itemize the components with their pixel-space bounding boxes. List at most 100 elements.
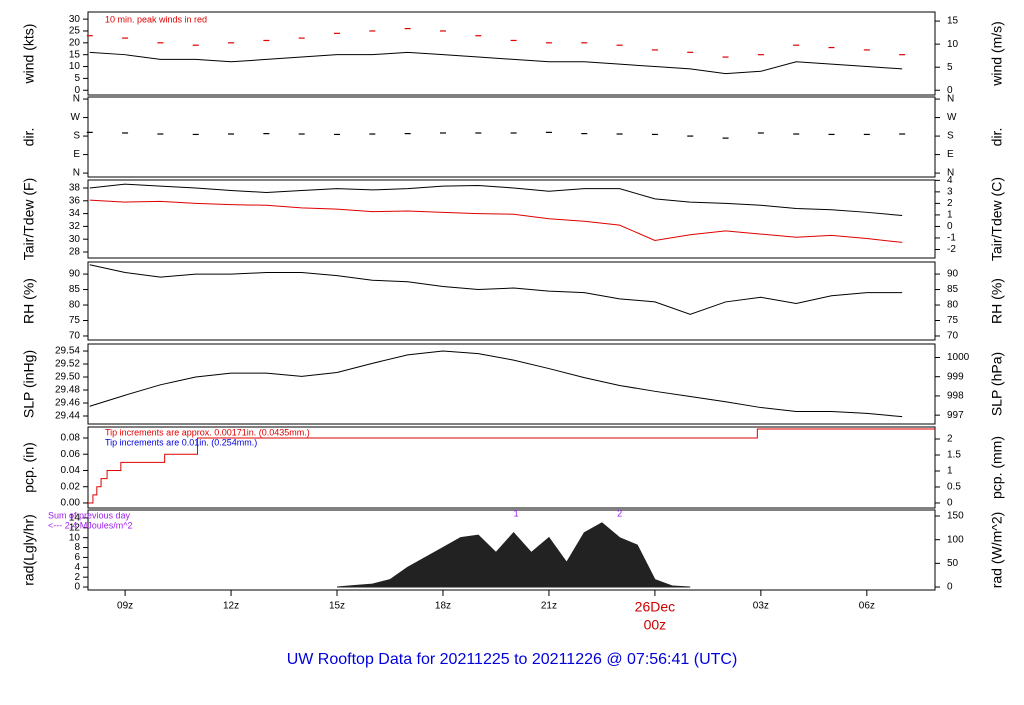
y-tick-label: 6	[74, 552, 80, 563]
y-tick-label: 15	[69, 49, 81, 60]
y2-tick-label: 70	[947, 331, 959, 342]
y-tick-label: W	[71, 112, 81, 123]
y-tick-label: 12	[69, 522, 81, 533]
y2-tick-label: N	[947, 94, 954, 105]
annotation: Tip increments are approx. 0.00171in. (0…	[105, 427, 310, 437]
y-tick-label: 0.08	[61, 433, 81, 444]
marker-label: 2	[617, 508, 622, 518]
y-tick-label: 20	[69, 37, 81, 48]
y-tick-label: 38	[69, 183, 81, 194]
y-tick-label: 0	[74, 582, 80, 593]
y2-tick-label: 997	[947, 410, 964, 421]
y-tick-label: 14	[69, 513, 81, 524]
y2-tick-label: S	[947, 131, 954, 142]
y-tick-label: 0	[74, 85, 80, 96]
y2-tick-label: 85	[947, 284, 959, 295]
y-tick-label: 10	[69, 61, 81, 72]
y-axis-label: Tair/Tdew (F)	[21, 178, 37, 260]
y-tick-label: 29.44	[55, 411, 80, 422]
line	[89, 183, 903, 217]
y-tick-label: N	[73, 94, 80, 105]
y-tick-label: S	[73, 131, 80, 142]
y2-tick-label: 10	[947, 39, 959, 50]
line	[89, 350, 903, 418]
y-tick-label: 28	[69, 247, 81, 258]
y-tick-label: 0.06	[61, 449, 81, 460]
y-tick-label: 8	[74, 542, 80, 553]
panel-frame	[87, 11, 936, 96]
annotation: Tip increments are 0.01in. (0.254mm.)	[105, 437, 257, 447]
y2-tick-label: 3	[947, 187, 953, 198]
y2-tick-label: 90	[947, 269, 959, 280]
y2-tick-label: 100	[947, 534, 964, 545]
y2-axis-label: RH (%)	[989, 278, 1005, 324]
x-tick-label: 21z	[541, 601, 557, 612]
x-tick-label: 00z	[644, 617, 667, 633]
y2-tick-label: 1000	[947, 352, 970, 363]
y2-tick-label: 15	[947, 16, 959, 27]
y2-tick-label: 1	[947, 466, 953, 477]
y2-tick-label: W	[947, 112, 957, 123]
y2-tick-label: 998	[947, 391, 964, 402]
y-tick-label: 29.50	[55, 372, 80, 383]
y2-tick-label: 0	[947, 582, 953, 593]
panel-frame	[87, 179, 936, 259]
y2-tick-label: 1.5	[947, 450, 961, 461]
y-tick-label: 29.46	[55, 398, 80, 409]
annotation: Sum of previous day	[48, 510, 131, 520]
x-tick-label: 18z	[435, 601, 451, 612]
y-axis-label: dir.	[21, 128, 37, 147]
y-tick-label: 29.52	[55, 359, 80, 370]
panel-frame	[87, 343, 936, 425]
y-tick-label: 70	[69, 331, 81, 342]
y-tick-label: 80	[69, 300, 81, 311]
y2-tick-label: 4	[947, 175, 953, 186]
y2-tick-label: 0	[947, 85, 953, 96]
step-line	[88, 428, 935, 504]
y2-tick-label: 50	[947, 558, 959, 569]
y-tick-label: 30	[69, 14, 81, 25]
y-tick-label: 75	[69, 315, 81, 326]
y-tick-label: 32	[69, 221, 81, 232]
y-axis-label: SLP (inHg)	[21, 350, 37, 418]
y2-axis-label: Tair/Tdew (C)	[989, 177, 1005, 261]
y-tick-label: 85	[69, 284, 81, 295]
y2-axis-label: dir.	[989, 128, 1005, 147]
panel-frame	[87, 426, 936, 509]
page-title: UW Rooftop Data for 20211225 to 20211226…	[287, 651, 738, 668]
y-tick-label: 29.54	[55, 346, 80, 357]
y2-tick-label: N	[947, 168, 954, 179]
y2-tick-label: -2	[947, 244, 956, 255]
y-axis-label: pcp. (in)	[21, 442, 37, 493]
y2-tick-label: 80	[947, 300, 959, 311]
area	[336, 522, 691, 588]
y2-tick-label: 0	[947, 498, 953, 509]
y2-tick-label: 75	[947, 315, 959, 326]
x-tick-label: 15z	[329, 601, 345, 612]
y-tick-label: 36	[69, 195, 81, 206]
y-tick-label: 29.48	[55, 385, 80, 396]
y-tick-label: 30	[69, 234, 81, 245]
y2-tick-label: 2	[947, 434, 953, 445]
y2-tick-label: 2	[947, 198, 953, 209]
y-tick-label: 4	[74, 562, 80, 573]
y-tick-label: 90	[69, 269, 81, 280]
y-tick-label: 0.04	[61, 465, 81, 476]
marker-label: 1	[514, 508, 519, 518]
y-axis-label: RH (%)	[21, 278, 37, 324]
y-tick-label: 5	[74, 73, 80, 84]
x-tick-label: 03z	[753, 601, 769, 612]
line	[89, 264, 903, 315]
y-tick-label: 25	[69, 26, 81, 37]
panel-frame	[87, 509, 936, 591]
y2-tick-label: -1	[947, 233, 956, 244]
y2-tick-label: 1	[947, 210, 953, 221]
y2-tick-label: 5	[947, 62, 953, 73]
y-axis-label: wind (kts)	[21, 24, 37, 85]
panel-frame	[87, 96, 936, 178]
y2-axis-label: wind (m/s)	[989, 21, 1005, 87]
y2-axis-label: pcp. (mm)	[989, 436, 1005, 499]
date-label: 26Dec	[635, 599, 675, 615]
y2-tick-label: 150	[947, 511, 964, 522]
